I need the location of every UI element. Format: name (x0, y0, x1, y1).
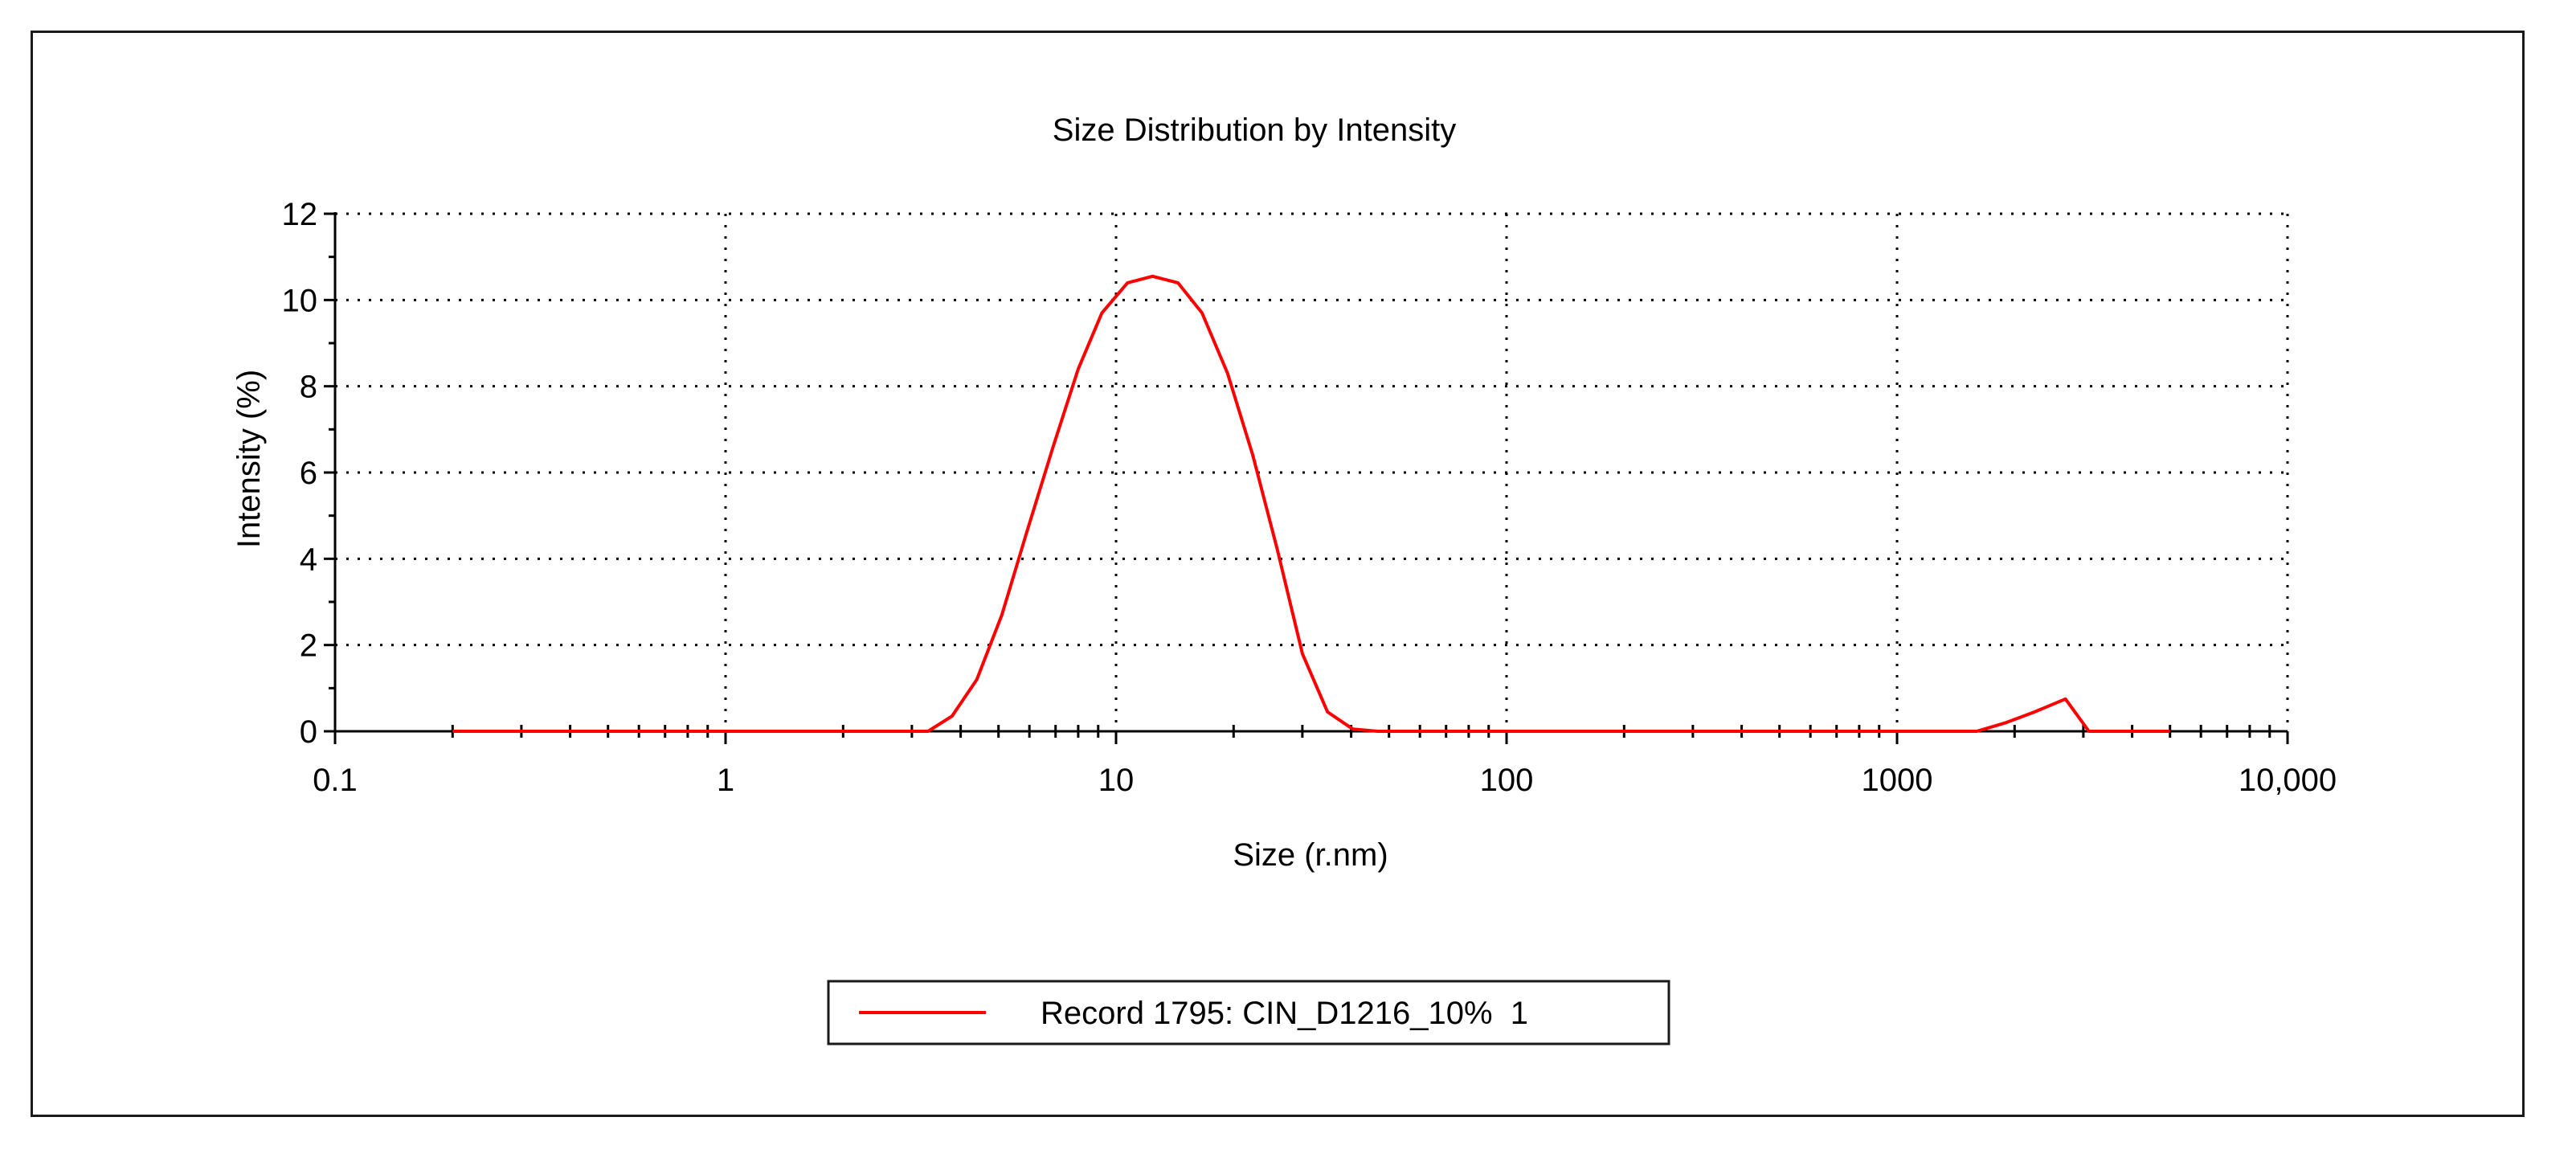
x-tick-label: 10,000 (2239, 763, 2337, 798)
legend: Record 1795: CIN_D1216_10% 1 (827, 980, 1670, 1045)
chart-frame: Size Distribution by Intensity 0 2 4 6 8 10 12… (31, 31, 2525, 1117)
series-line (452, 274, 2170, 733)
y-tick-label: 8 (300, 370, 317, 405)
y-tick-label: 4 (300, 542, 317, 577)
chart-title: Size Distribution by Intensity (1053, 113, 1456, 148)
grid-lines (335, 212, 2289, 731)
tick-labels: 0 2 4 6 8 10 12 0.1 1 10 100 1000 10,000 (282, 197, 2337, 798)
y-tick-label: 10 (282, 283, 318, 318)
y-tick-label: 12 (282, 197, 318, 232)
y-tick-label: 6 (300, 456, 317, 491)
size-distribution-chart: Size Distribution by Intensity 0 2 4 6 8 10 12… (231, 113, 2337, 1045)
x-axis-label: Size (r.nm) (1233, 837, 1388, 873)
y-axis-label: Intensity (%) (231, 370, 267, 548)
x-tick-label: 0.1 (313, 763, 358, 798)
series-layer (452, 274, 2170, 733)
y-tick-label: 0 (300, 714, 317, 750)
legend-entry-label: Record 1795: CIN_D1216_10% 1 (1041, 996, 1528, 1031)
x-tick-label: 1 (717, 763, 734, 798)
x-tick-label: 100 (1480, 763, 1534, 798)
y-tick-label: 2 (300, 628, 317, 664)
x-tick-label: 1000 (1862, 763, 1933, 798)
x-tick-label: 10 (1098, 763, 1135, 798)
